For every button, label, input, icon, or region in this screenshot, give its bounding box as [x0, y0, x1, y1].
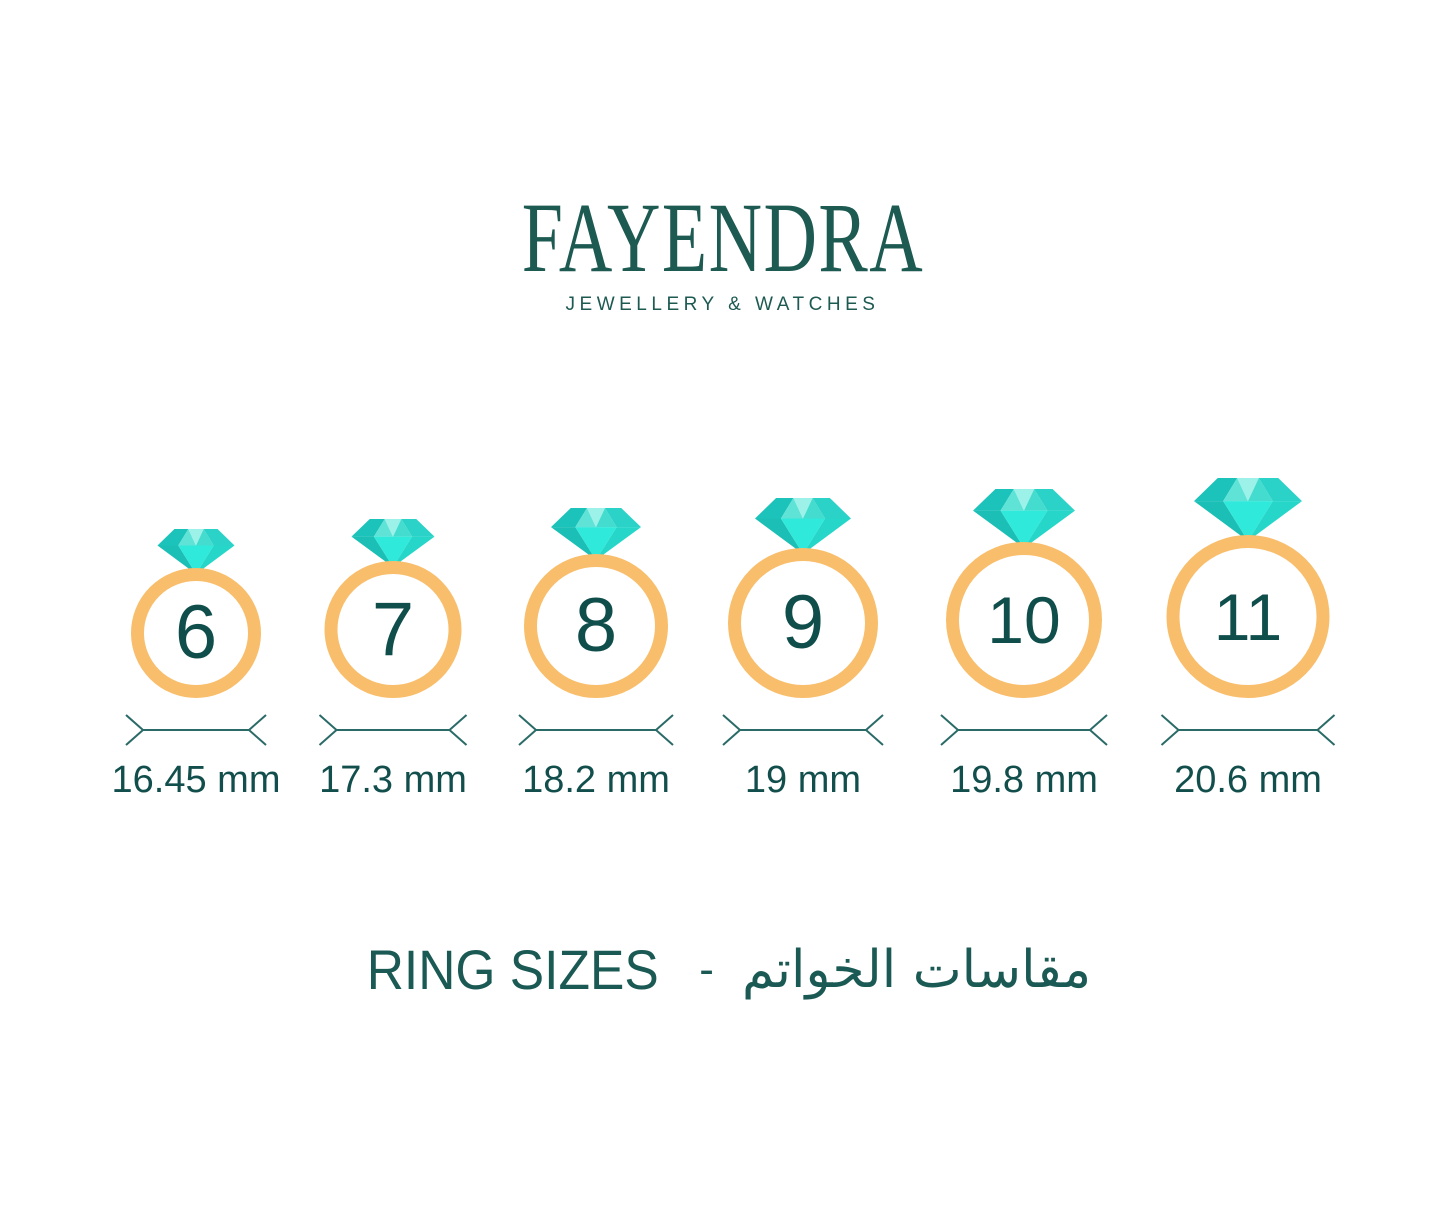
diamond-icon	[351, 519, 435, 567]
diameter-label: 19 mm	[744, 759, 862, 801]
ring-band: 11	[1166, 535, 1330, 698]
diamond-icon	[157, 529, 235, 574]
brand-logo: FAYENDRA JEWELLERY & WATCHES	[0, 182, 1445, 315]
title-english: RING SIZES	[366, 938, 659, 1001]
ring-column: 10 19.8 mm	[914, 430, 1134, 801]
diameter-dimension-line	[125, 714, 267, 746]
ring-band: 6	[131, 568, 261, 698]
ring-band: 10	[946, 542, 1102, 698]
diameter-label: 18.2 mm	[522, 759, 670, 801]
ring-column: 8 18.2 mm	[486, 430, 706, 801]
ring-column: 9 19 mm	[693, 430, 913, 801]
ring-column: 7 17.3 mm	[283, 430, 503, 801]
title-separator: -	[699, 945, 714, 994]
ring-band: 8	[524, 554, 668, 698]
rings-row: 6 16.45 mm 7	[0, 430, 1445, 801]
diameter-dimension-line	[318, 714, 468, 746]
ring-size-number: 9	[781, 580, 825, 665]
diameter-label: 16.45 mm	[111, 759, 281, 801]
diameter-dimension-line	[940, 714, 1108, 746]
diamond-icon	[551, 508, 641, 560]
diameter-dimension-line	[722, 714, 884, 746]
ring-column: 11 20.6 mm	[1138, 430, 1358, 801]
diamond-icon	[973, 489, 1075, 548]
brand-name: FAYENDRA	[521, 182, 924, 293]
ring-size-number: 11	[1213, 579, 1283, 654]
ring-size-number: 10	[987, 583, 1061, 657]
ring-column: 6 16.45 mm	[86, 430, 306, 801]
chart-title: RING SIZES - مقاسات الخواتم	[0, 930, 1445, 1010]
diameter-label: 19.8 mm	[950, 759, 1098, 801]
diameter-label: 20.6 mm	[1174, 759, 1322, 801]
ring-band: 7	[324, 561, 462, 698]
ring-size-number: 6	[174, 590, 218, 675]
brand-tagline: JEWELLERY & WATCHES	[565, 294, 880, 315]
diamond-icon	[1194, 478, 1302, 541]
diamond-icon	[755, 498, 851, 554]
diameter-label: 17.3 mm	[319, 759, 467, 801]
diameter-dimension-line	[518, 714, 674, 746]
diameter-dimension-line	[1160, 714, 1336, 746]
ring-size-number: 7	[371, 586, 415, 672]
title-arabic: مقاسات الخواتم	[741, 940, 1092, 1000]
ring-size-number: 8	[574, 583, 618, 668]
ring-band: 9	[728, 548, 878, 698]
